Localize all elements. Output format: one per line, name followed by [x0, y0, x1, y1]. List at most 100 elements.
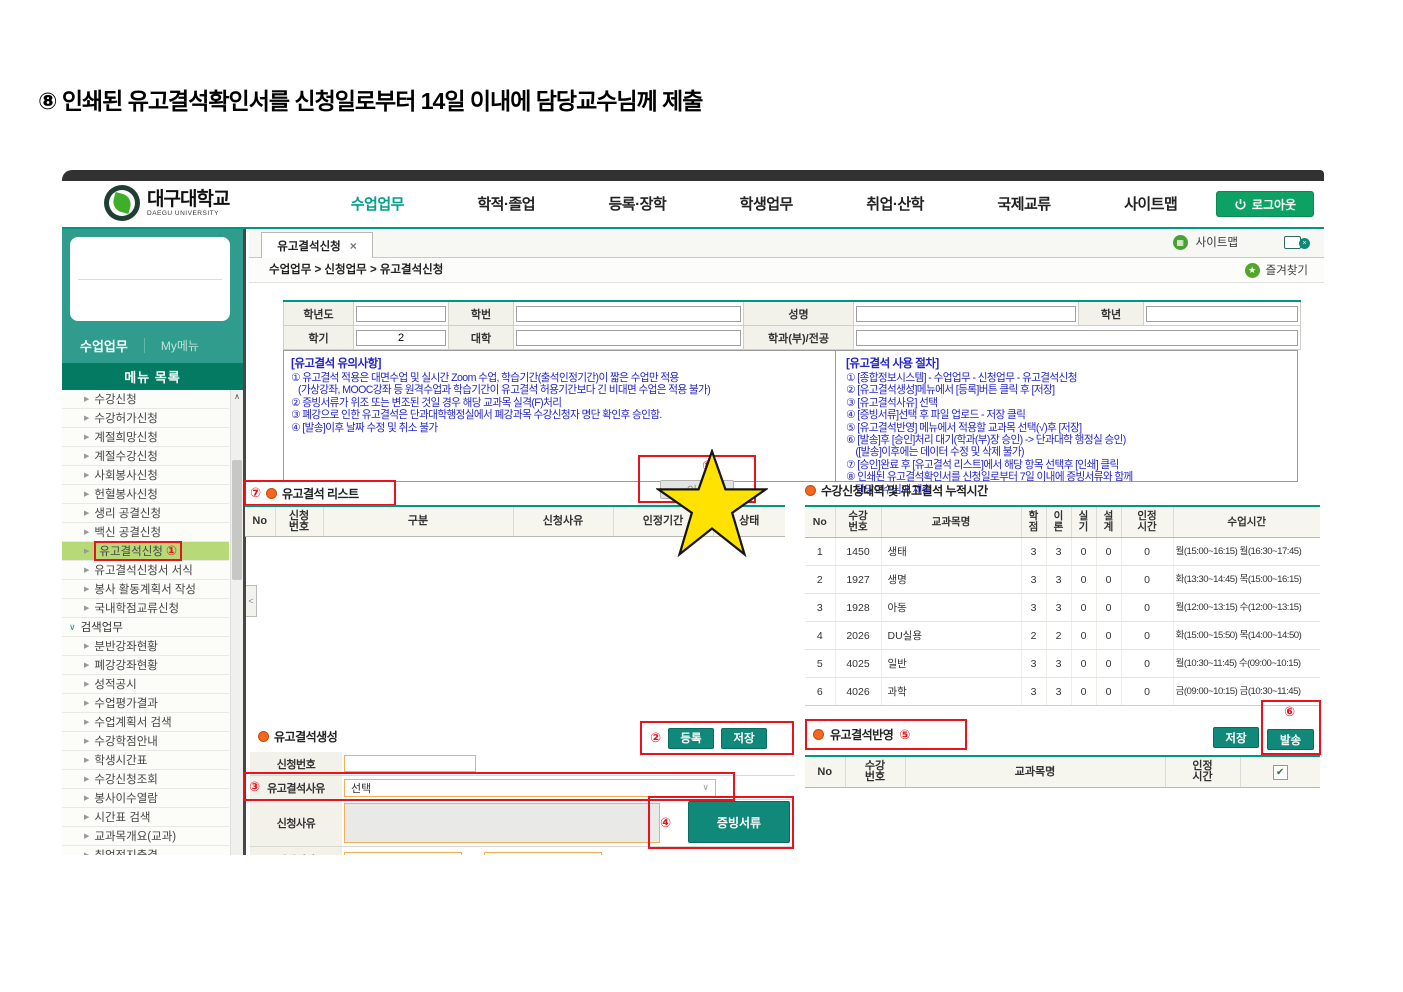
apply-save-button[interactable]: 저장 — [1213, 727, 1259, 748]
table-row[interactable]: 1 1450 생태 3 3 0 0 0 월(15:00~16:15) 월(16:30~17:45… — [805, 537, 1320, 566]
sidebar-item[interactable]: ▶ 교과목개요(교과) — [62, 827, 229, 846]
detail-reason-textarea[interactable] — [344, 803, 660, 843]
scroll-up-icon[interactable]: ∧ — [234, 392, 240, 401]
college-input[interactable] — [516, 329, 741, 346]
nav-item-chwieop[interactable]: 취업·산학 — [866, 195, 924, 213]
breadcrumb: 수업업무 > 신청업무 > 유고결석신청 — [269, 264, 444, 276]
select-all-checkbox[interactable]: ✔ — [1272, 764, 1288, 780]
table-row[interactable]: 4 2026 DU실용 2 2 0 0 0 화(15:00~15:50) 목(14:00~14:… — [805, 621, 1320, 650]
cell-no: 6 — [805, 677, 836, 706]
period-start-input[interactable] — [344, 851, 462, 855]
sidebar-collapse-button[interactable]: < — [246, 585, 257, 617]
notice-line: ⑧ 인쇄된 유고결석확인서를 신청일로부터 7일 이내에 증빙서류와 함께 — [846, 471, 1133, 484]
sidebar-item[interactable]: ▶ 생리 공결신청 — [62, 504, 229, 523]
sidebar-item[interactable]: ▶ 헌혈봉사신청 — [62, 485, 229, 504]
sidebar-tab-mymenu[interactable]: My메뉴 — [160, 338, 199, 353]
cell-course-name: DU실용 — [881, 621, 1022, 650]
grade-input[interactable] — [1146, 305, 1298, 322]
notice-line: (가상강좌, MOOC강좌 등 원격수업과 학습기간이 유고결석 허용기간보다 … — [291, 384, 711, 397]
sidebar-item[interactable]: ▶ 수강신청 — [62, 390, 229, 409]
calendar-icon[interactable] — [588, 854, 600, 855]
sidebar-item[interactable]: ▶ 학생시간표 — [62, 751, 229, 770]
quick-window-icon[interactable]: × — [1284, 235, 1310, 250]
table-row[interactable]: 3 1928 아동 3 3 0 0 0 월(12:00~13:15) 수(12:00~13:15… — [805, 593, 1320, 622]
year-input[interactable] — [356, 305, 446, 322]
sidebar-tab-sueop[interactable]: 수업업무 — [80, 338, 128, 354]
favorite-link[interactable]: 즐겨찾기 — [1265, 265, 1308, 277]
university-logo-icon — [104, 185, 140, 221]
major-input[interactable] — [856, 329, 1298, 346]
sidebar-item[interactable]: ▶ 수업평가결과 — [62, 694, 229, 713]
section-bullet-icon — [266, 487, 278, 499]
field-label: 학년도 — [283, 300, 354, 326]
notice-panel: [유고결석 유의사항] ① 유고결석 적용은 대면수업 및 실시간 Zoom 수… — [283, 350, 1298, 496]
sidebar-item[interactable]: ▶ 봉사 활동계획서 작성 — [62, 580, 229, 599]
nav-item-haksaeng[interactable]: 학생업무 — [739, 195, 794, 213]
sidebar-item-label: 학생시간표 — [94, 755, 148, 767]
request-no-input[interactable] — [344, 755, 476, 772]
cell-class-time: 월(15:00~16:15) 월(16:30~17:45) — [1173, 537, 1320, 566]
sidebar-item[interactable]: ▶ 수강신청조회 — [62, 770, 229, 789]
apply-table: No 수강 번호 교과목명 인정 시간 ✔ — [805, 755, 1320, 788]
calendar-icon[interactable] — [448, 854, 459, 855]
favorite-star-icon[interactable]: ★ — [1244, 262, 1260, 278]
notice-line: ② 증빙서류가 위조 또는 변조된 것일 경우 해당 교과목 실격(F)처리 — [291, 396, 562, 409]
sidebar-group-search[interactable]: ∨ 검색업무 — [62, 618, 229, 637]
sidebar-item[interactable]: ▶ 유고결석신청서 서식 — [62, 561, 229, 580]
nav-item-gukje[interactable]: 국제교류 — [997, 195, 1051, 213]
favorite-control[interactable]: ★ 즐겨찾기 — [1244, 262, 1308, 278]
create-buttons-annotation: ② 등록 저장 — [640, 721, 794, 755]
send-button[interactable]: 발송 — [1267, 729, 1314, 750]
student-id-input[interactable] — [516, 305, 741, 322]
sitemap-link[interactable]: 사이트맵 — [1195, 237, 1238, 249]
sidebar-item[interactable]: ▶ 수업계획서 검색 — [62, 713, 229, 732]
name-input[interactable] — [856, 305, 1076, 322]
sidebar-item[interactable]: ▶ 계절희망신청 — [62, 428, 229, 447]
sidebar-item[interactable]: ▶ 성적공시 — [62, 675, 229, 694]
sidebar-item[interactable]: ▶ 사회봉사신청 — [62, 466, 229, 485]
notice-line: ④ [증빙서류]선택 후 파일 업로드 - 저장 클릭 — [846, 409, 1026, 422]
scrollbar-thumb[interactable] — [232, 460, 242, 580]
cell-credit: 3 — [1021, 537, 1047, 566]
table-row[interactable]: 2 1927 생명 3 3 0 0 0 화(13:30~14:45) 목(15:00~16:15… — [805, 565, 1320, 594]
sidebar-item[interactable]: ▶ 수강학점안내 — [62, 732, 229, 751]
sidebar-item[interactable]: ▶ 취업정지출결 — [62, 846, 229, 855]
sidebar-item[interactable]: ▶ 백신 공결신청 — [62, 523, 229, 542]
cell-design: 0 — [1096, 537, 1122, 566]
sidebar-item[interactable]: ▶ 국내학점교류신청 — [62, 599, 229, 618]
evidence-upload-button[interactable]: 증빙서류 — [688, 801, 790, 843]
chevron-right-icon: ▶ — [84, 548, 90, 555]
sidebar-item[interactable]: ▶ 시간표 검색 — [62, 808, 229, 827]
register-button[interactable]: 등록 — [668, 727, 715, 749]
absence-reason-select[interactable]: 선택 ∨ — [344, 778, 716, 797]
nav-item-sitemap[interactable]: 사이트맵 — [1124, 195, 1178, 213]
table-row[interactable]: 5 4025 일반 3 3 0 0 0 월(10:30~11:45) 수(09:00~10:15… — [805, 649, 1320, 678]
tab-yugo-absence[interactable]: 유고결석신청 × — [261, 232, 373, 258]
sidebar-item-yugo-absence[interactable]: ▶ 유고결석신청 ① — [62, 541, 229, 561]
nav-item-deungrok[interactable]: 등록·장학 — [608, 195, 667, 213]
sidebar-scrollbar[interactable]: ∧ — [230, 390, 243, 855]
semester-input[interactable] — [356, 329, 446, 346]
column-header: 수강 번호 — [835, 506, 882, 538]
sidebar-item[interactable]: ▶ 봉사이수열람 — [62, 789, 229, 808]
save-button[interactable]: 저장 — [721, 727, 768, 749]
sidebar-item-label: 수업평가결과 — [94, 698, 158, 710]
logout-button[interactable]: 로그아웃 — [1216, 191, 1314, 217]
nav-item-hakjeok[interactable]: 학적·졸업 — [477, 195, 536, 213]
sidebar-item-label: 봉사 활동계획서 작성 — [94, 584, 196, 596]
sidebar-item[interactable]: ▶ 폐강강좌현황 — [62, 656, 229, 675]
table-row[interactable]: 6 4026 과학 3 3 0 0 0 금(09:00~10:15) 금(10:30~11:45… — [805, 677, 1320, 706]
period-end-input[interactable] — [484, 851, 603, 855]
close-icon[interactable]: × — [349, 238, 357, 253]
sidebar-item[interactable]: ▶ 분반강좌현황 — [62, 637, 229, 656]
notice-precautions: [유고결석 유의사항] ① 유고결석 적용은 대면수업 및 실시간 Zoom 수… — [284, 351, 836, 481]
cell-theory: 3 — [1046, 537, 1072, 566]
cell-theory: 3 — [1046, 565, 1072, 594]
apply-title-annotation: 유고결석반영 ⑤ — [805, 719, 967, 750]
field-label: 신청사유 — [250, 800, 342, 846]
sidebar-item[interactable]: ▶ 수강허가신청 — [62, 409, 229, 428]
sitemap-icon[interactable]: ▦ — [1172, 234, 1188, 250]
field-label: 학기 — [283, 325, 354, 350]
sidebar-item[interactable]: ▶ 계절수강신청 — [62, 447, 229, 466]
nav-item-sueop[interactable]: 수업업무 — [350, 195, 405, 213]
